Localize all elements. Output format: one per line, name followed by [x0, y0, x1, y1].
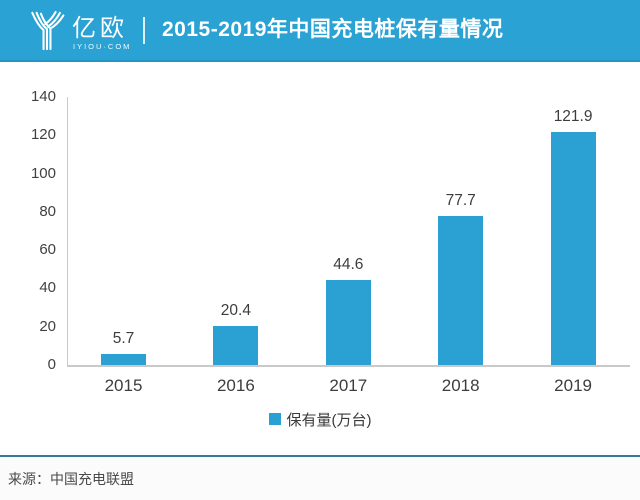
x-tick-label: 2016 [216, 376, 255, 395]
bar-2018 [438, 216, 484, 365]
y-tick-label: 0 [47, 356, 56, 373]
bar-value-label: 5.7 [112, 330, 135, 348]
x-tick-label: 2017 [329, 376, 368, 395]
x-tick-label: 2019 [554, 376, 592, 395]
logo-tagline-text: IYIOU·COM [73, 42, 132, 51]
page-title: 2015-2019年中国充电桩保有量情况 [162, 18, 504, 41]
bar-2017 [325, 279, 371, 365]
header-divider [143, 17, 145, 44]
bar-2015 [101, 354, 146, 365]
bar-value-label: 44.6 [333, 255, 364, 273]
source-text: 来源：中国充电联盟 [8, 471, 134, 487]
legend-label: 保有量(万台) [286, 411, 372, 429]
y-tick-label: 20 [39, 317, 56, 335]
logo-name-text: 亿欧 [72, 15, 128, 42]
y-tick-label: 80 [39, 202, 56, 220]
x-tick-label: 2015 [104, 376, 143, 395]
bar-chart: 0 20 40 60 80 100 120 140 5.7 2015 20.4 2016 44.6 201… [30, 88, 630, 395]
y-tick-label: 140 [30, 88, 56, 105]
legend-swatch-icon [268, 413, 281, 425]
iyiou-logo: 亿欧 IYIOU·COM [28, 8, 138, 56]
x-tick-label: 2018 [441, 376, 480, 395]
y-axis-line [67, 97, 68, 367]
bar-2016 [213, 325, 259, 365]
y-tick-label: 100 [30, 164, 56, 182]
y-tick-label: 40 [39, 279, 56, 297]
iyiou-sheaf-icon [31, 10, 65, 51]
footer-strip [0, 457, 640, 500]
x-axis-line [67, 365, 630, 367]
y-tick-label: 120 [30, 126, 56, 144]
bar-value-label: 121.9 [553, 107, 593, 125]
footer-divider-line [0, 455, 640, 457]
y-tick-label: 60 [39, 241, 56, 259]
chart-legend: 保有量(万台) [0, 410, 640, 429]
bar-2019 [550, 131, 596, 365]
bar-value-label: 77.7 [445, 192, 476, 210]
bar-value-label: 20.4 [220, 301, 251, 319]
header-banner: 亿欧 IYIOU·COM 2015-2019年中国充电桩保有量情况 [0, 0, 640, 62]
